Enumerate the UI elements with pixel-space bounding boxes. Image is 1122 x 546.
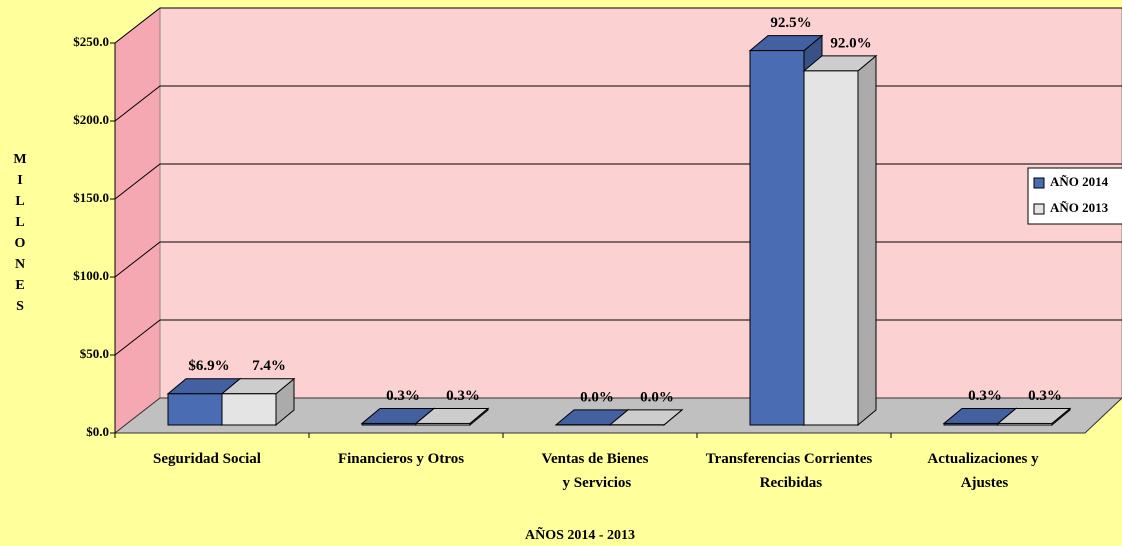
y-tick-label: $0.0 [86,424,109,439]
grid-line [114,7,1122,44]
bar [415,422,471,426]
bar [749,50,805,426]
data-label: 0.3% [386,388,420,404]
legend-label: AÑO 2013 [1050,200,1109,215]
y-tick-label: $250.0 [73,34,109,49]
x-tick-label: Ventas de Bienes y Servicios [542,451,649,491]
y-tick-label: $200.0 [73,112,109,127]
data-label: 7.4% [252,358,286,374]
data-label: 0.3% [446,388,480,404]
data-label: 92.5% [770,15,811,31]
bar [803,70,859,426]
x-tick-label: Transferencias Corrientes Recibidas [706,451,873,491]
data-label: 0.3% [968,388,1002,404]
data-label: 0.0% [640,389,674,405]
bar [997,422,1053,426]
y-tick-label: $50.0 [80,346,109,361]
bar [361,422,417,426]
y-tick-label: $150.0 [73,190,109,205]
x-tick-label: Actualizaciones y Ajustes [927,451,1039,491]
data-label: 0.3% [1028,388,1062,404]
data-label: $6.9% [188,358,229,374]
back-wall [159,7,1122,399]
legend-box [1027,167,1122,225]
x-tick-label: Seguridad Social [153,451,261,467]
bar [167,393,223,426]
x-tick-label: Financieros y Otros [338,451,464,467]
y-tick-label: $100.0 [73,268,109,283]
data-label: 92.0% [830,35,871,51]
side-wall [114,6,161,435]
bar [943,422,999,426]
x-axis-title: AÑOS 2014 - 2013 [525,525,635,543]
legend-swatch [1033,177,1045,189]
bar-side [857,54,877,427]
bar [221,393,277,426]
legend-swatch [1033,203,1045,215]
legend-label: AÑO 2014 [1050,174,1109,189]
data-label: 0.0% [580,389,614,405]
